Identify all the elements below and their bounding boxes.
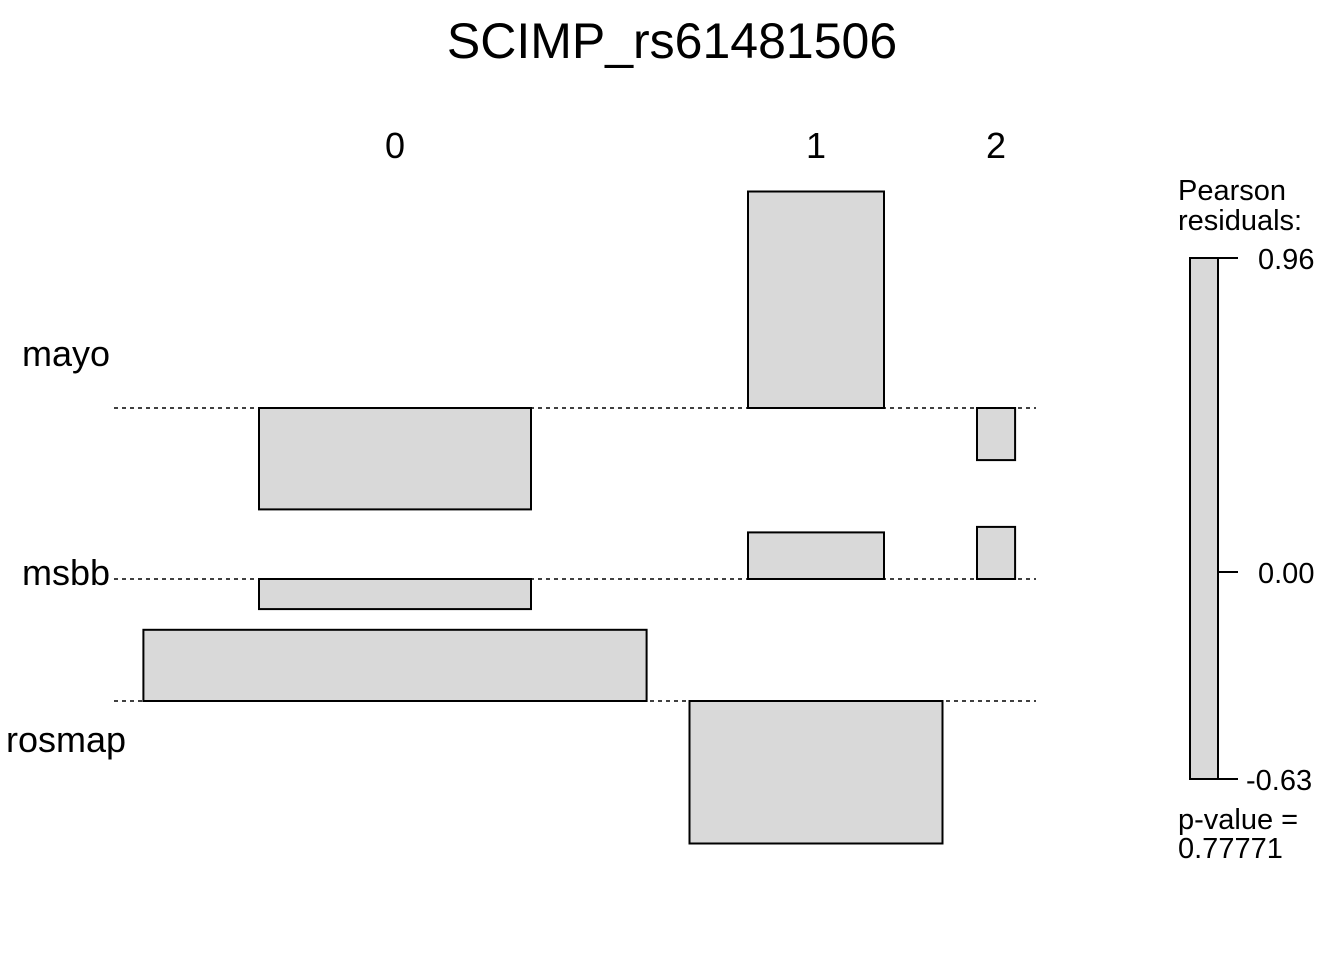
bar-msbb-2 xyxy=(976,525,1017,581)
legend-max-label: 0.96 xyxy=(1258,244,1314,276)
column-label-2: 2 xyxy=(986,125,1006,166)
bar-mayo-0 xyxy=(258,407,532,511)
legend-title-line2: residuals: xyxy=(1178,205,1302,237)
chart-title: SCIMP_rs61481506 xyxy=(447,13,897,69)
column-label-0: 0 xyxy=(385,125,405,166)
bar-msbb-0 xyxy=(258,578,532,611)
legend-mid-label: 0.00 xyxy=(1258,558,1314,590)
column-label-1: 1 xyxy=(806,125,826,166)
row-label-mayo: mayo xyxy=(22,333,110,374)
bar-msbb-1 xyxy=(747,531,885,581)
bar-mayo-2 xyxy=(976,407,1017,462)
bar-rosmap-1 xyxy=(688,700,944,845)
residual-bars xyxy=(142,190,1017,845)
row-label-msbb: msbb xyxy=(22,552,110,593)
bar-rosmap-0 xyxy=(142,628,648,702)
bar-mayo-1 xyxy=(747,190,885,409)
legend: Pearson residuals: 0.96 0.00 -0.63 p-val… xyxy=(1178,175,1314,865)
pvalue-line1: p-value = xyxy=(1178,804,1298,836)
row-label-rosmap: rosmap xyxy=(6,719,126,760)
legend-scale-bar xyxy=(1189,257,1219,780)
pvalue-line2: 0.77771 xyxy=(1178,833,1283,865)
legend-min-label: -0.63 xyxy=(1246,765,1312,797)
legend-title-line1: Pearson xyxy=(1178,175,1286,207)
